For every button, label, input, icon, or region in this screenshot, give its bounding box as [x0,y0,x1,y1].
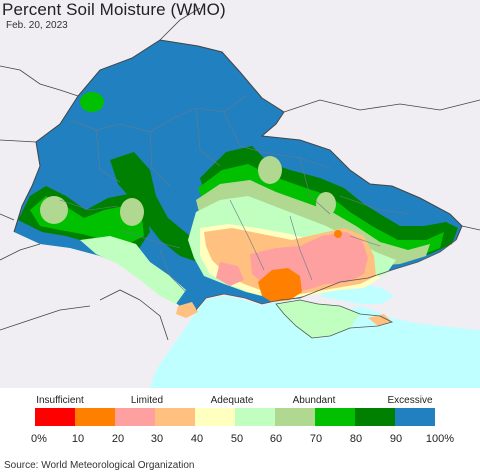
region-limited-light-kerch [368,314,392,326]
legend-cat-abundant: Abundant [292,395,336,406]
region-limited-light-crimea [176,302,198,318]
legend-tick-80: 80 [349,433,363,445]
legend-swatch-70-80 [315,408,355,426]
region-dry [258,268,302,302]
legend: Insufficient Limited Adequate Abundant E… [0,392,480,448]
region-wet-spot [80,92,104,112]
legend-tick-60: 60 [269,433,283,445]
neighbor-borders [0,7,480,341]
legend-swatch-40-50 [195,408,235,426]
legend-swatch-20-30 [115,408,155,426]
legend-swatch-30-40 [155,408,195,426]
legend-cat-limited: Limited [130,395,164,406]
legend-tick-70: 70 [309,433,323,445]
map-date: Feb. 20, 2023 [6,20,68,31]
legend-swatch-50-60 [235,408,275,426]
legend-cat-insufficient: Insufficient [36,395,84,406]
legend-tick-30: 30 [150,433,164,445]
legend-cat-adequate: Adequate [210,395,254,406]
region-moderate-ne2 [316,192,336,216]
region-adequate-sw [80,236,186,304]
legend-tick-90: 90 [389,433,403,445]
soil-moisture-map [0,0,480,388]
legend-swatch-90-100 [395,408,435,426]
coastline [195,239,457,311]
map-title: Percent Soil Moisture (WMO) [2,0,226,19]
region-limited-south [216,262,244,286]
legend-tick-100: 100% [425,433,455,445]
ukraine-border [13,39,463,241]
legend-tick-50: 50 [230,433,244,445]
legend-swatch-60-70 [275,408,315,426]
region-adequate-crimea [276,300,360,338]
region-moderate-west1 [40,196,68,224]
source-credit: Source: World Meteorological Organizatio… [4,460,195,471]
legend-swatch-10-20 [75,408,115,426]
map-svg [0,0,480,388]
region-moderate-ne [258,156,282,184]
legend-tick-40: 40 [190,433,204,445]
legend-tick-20: 20 [111,433,125,445]
region-dry-spot [334,230,342,238]
legend-swatch-0-10 [35,408,75,426]
legend-tick-10: 10 [71,433,85,445]
oblast-borders [59,95,411,293]
legend-swatch-80-90 [355,408,395,426]
legend-tick-0: 0% [31,433,47,445]
legend-cat-excessive: Excessive [387,395,433,406]
black-sea [150,296,480,388]
region-moderate-west2 [120,198,144,226]
legend-color-bar [35,408,435,426]
region-wet-north [110,152,204,262]
crimea-outline [275,299,394,339]
